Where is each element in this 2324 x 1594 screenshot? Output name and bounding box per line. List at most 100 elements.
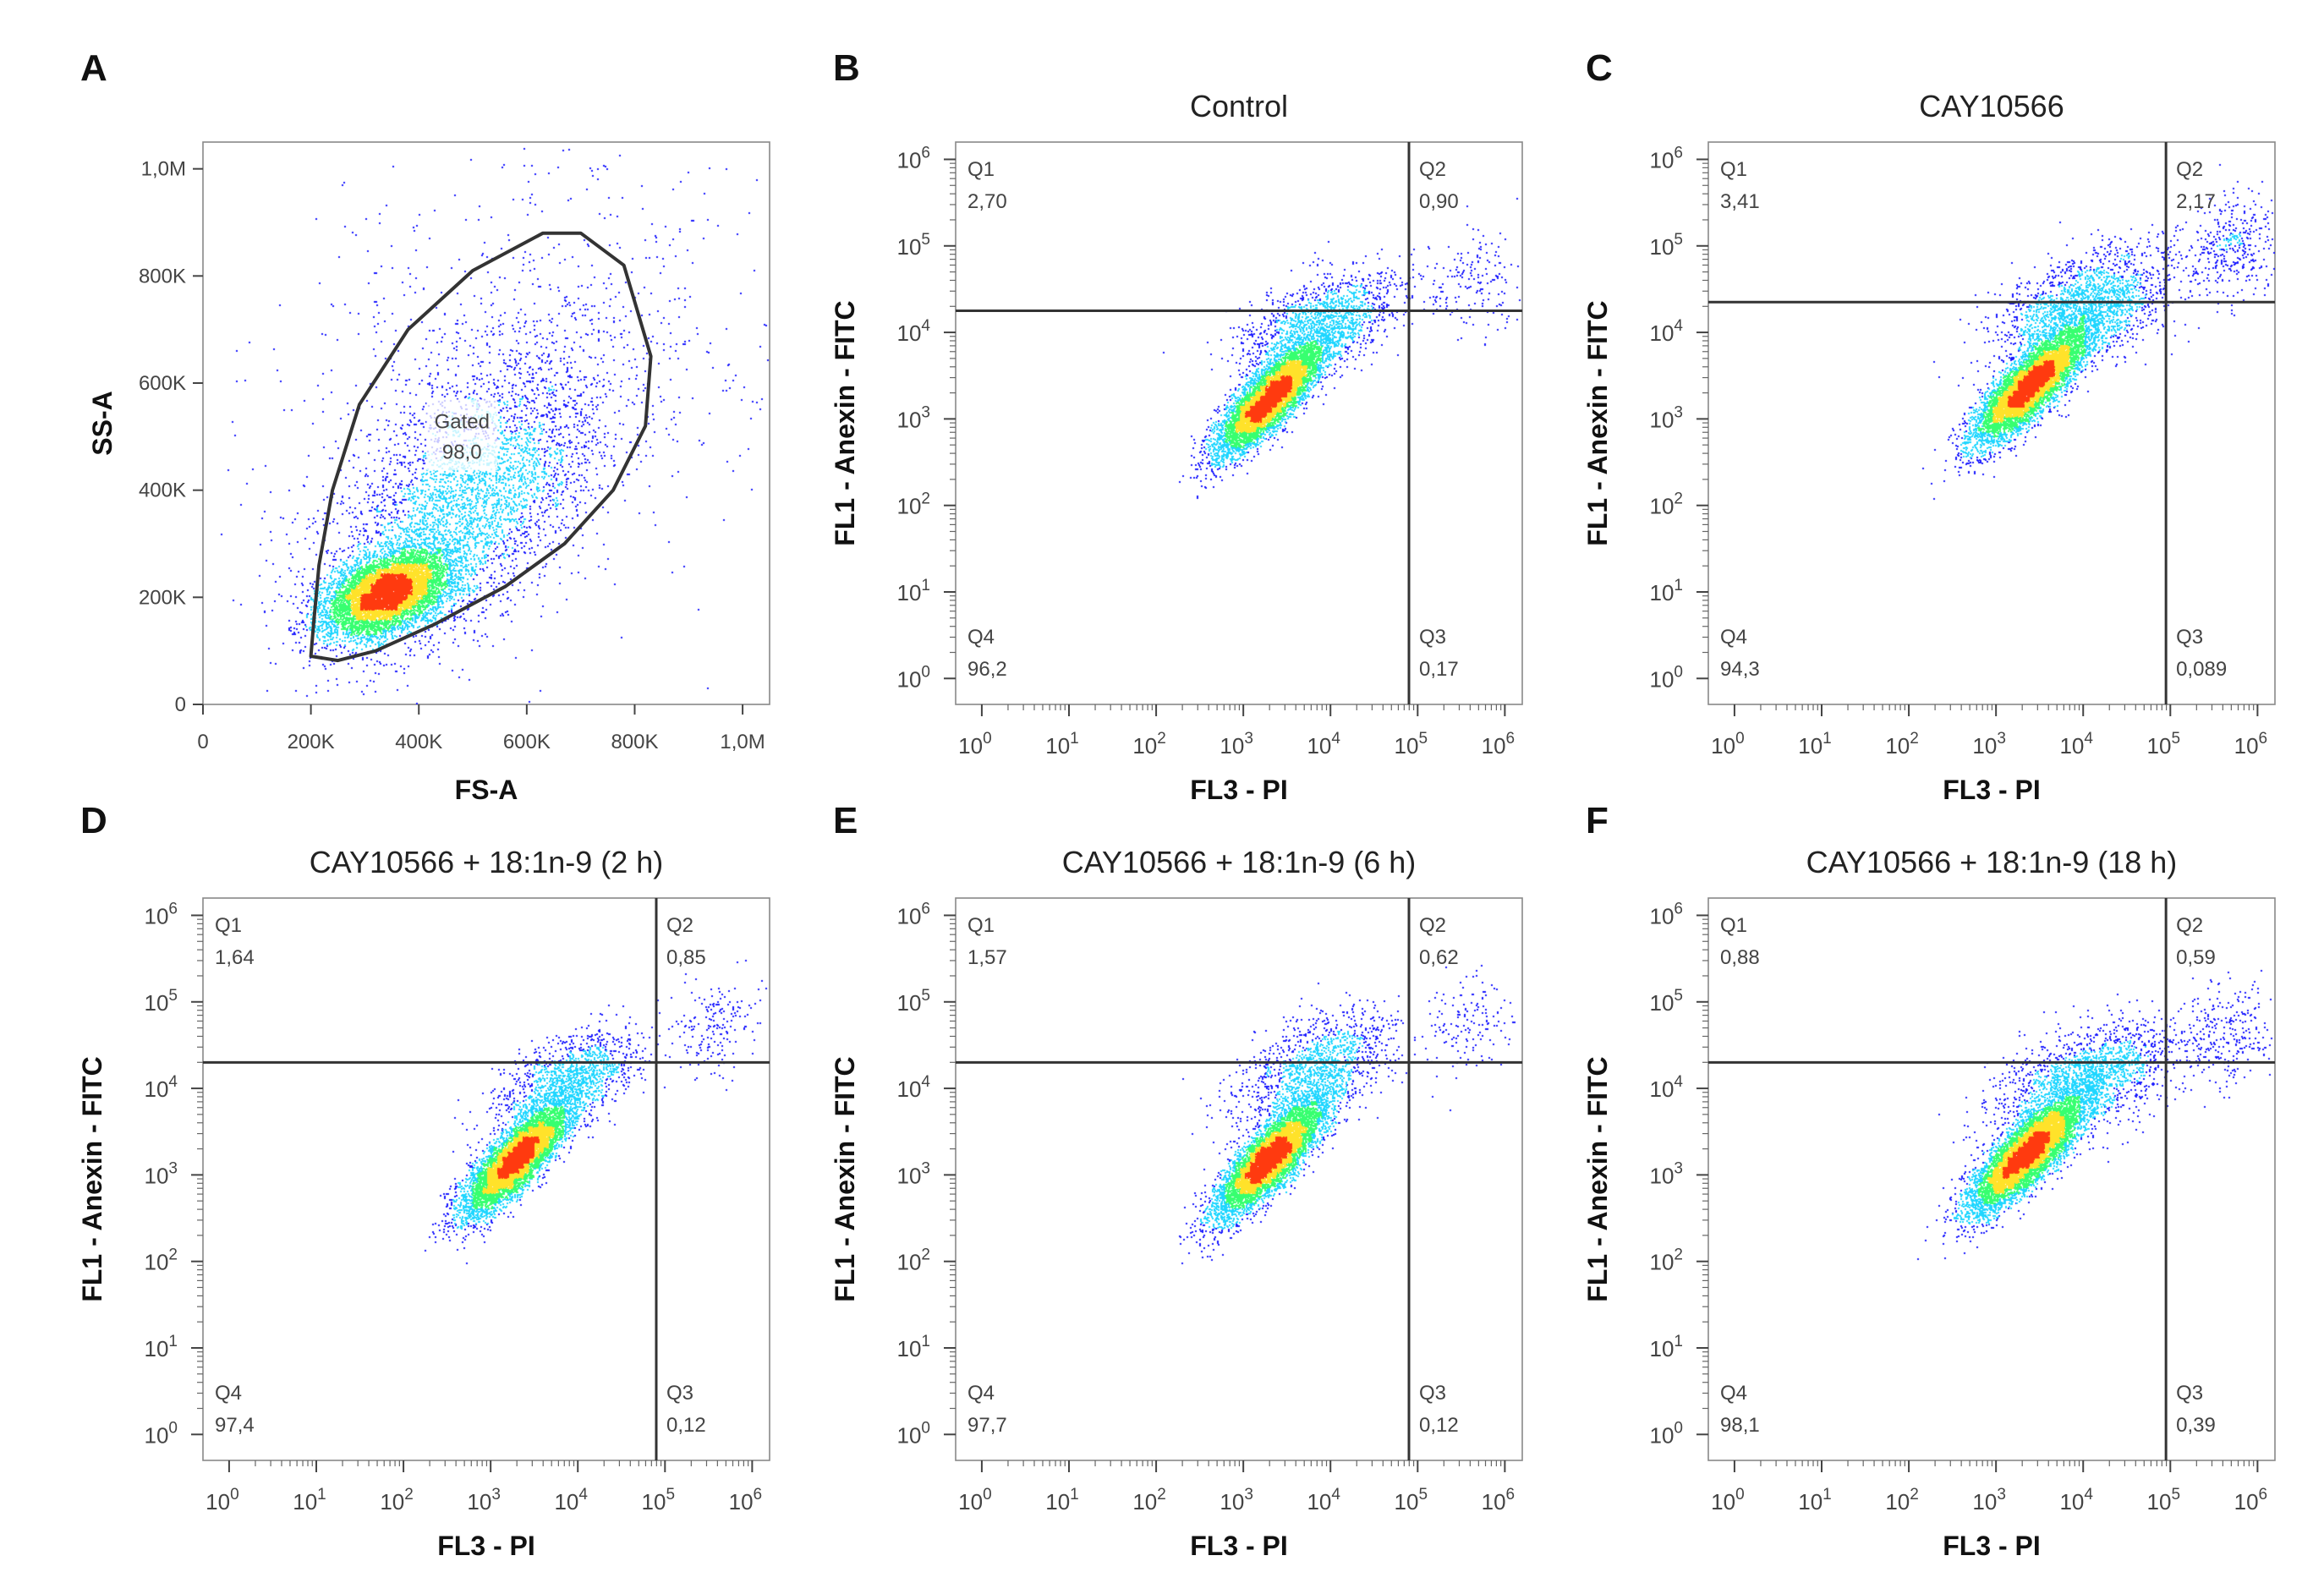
y-tick-label: 106 bbox=[897, 144, 931, 173]
y-tick-label: 102 bbox=[1650, 490, 1684, 519]
quadrant-value: 3,41 bbox=[1720, 190, 1760, 213]
y-tick-label: 105 bbox=[897, 987, 931, 1016]
axes: 0 200K 400K 600K 800K 1,0M 0 200K 400K 600K 800K 1,… bbox=[139, 158, 765, 753]
y-tick-label: 100 bbox=[1650, 663, 1684, 692]
gate-outline bbox=[309, 231, 653, 663]
y-tick-label: 101 bbox=[145, 1333, 178, 1361]
event-cloud bbox=[1708, 142, 2275, 704]
quadrant-value: 94,3 bbox=[1720, 658, 1760, 681]
y-tick-label: 102 bbox=[897, 490, 931, 519]
axes: 100 100 101 101 102 102 103 103 104 104 105 105 106 1… bbox=[1650, 144, 2268, 759]
quadrant-value: 0,39 bbox=[2176, 1414, 2216, 1437]
event-cloud bbox=[956, 898, 1522, 1460]
x-tick-label: 105 bbox=[642, 1486, 676, 1515]
y-tick-label: 400K bbox=[139, 479, 186, 502]
y-tick-label: 104 bbox=[145, 1073, 178, 1102]
quadrant-value: 1,57 bbox=[967, 946, 1007, 969]
panel-letter: A bbox=[80, 47, 107, 89]
y-tick-label: 1,0M bbox=[141, 158, 186, 181]
panel-d: D CAY10566 + 18:1n-9 (2 h) 100 100 101 101 102… bbox=[77, 800, 770, 1561]
x-tick-label: 800K bbox=[611, 731, 658, 753]
y-axis-title: FL1 - Anexin - FITC bbox=[1582, 1056, 1613, 1301]
gate-value: 98,0 bbox=[442, 441, 482, 463]
quadrant-value: 0,85 bbox=[666, 946, 706, 969]
y-tick-label: 101 bbox=[1650, 1333, 1684, 1361]
panel-letter: F bbox=[1586, 800, 1609, 841]
x-tick-label: 400K bbox=[395, 731, 442, 753]
y-tick-label: 104 bbox=[897, 1073, 931, 1102]
x-tick-label: 103 bbox=[1220, 730, 1253, 759]
quadrant-name: Q2 bbox=[2176, 158, 2203, 181]
quadrant-name: Q1 bbox=[1720, 914, 1747, 937]
panel-title: CAY10566 + 18:1n-9 (18 h) bbox=[1806, 845, 2178, 879]
quadrant-value: 0,88 bbox=[1720, 946, 1760, 969]
x-tick-label: 106 bbox=[2234, 730, 2268, 759]
panel-title: Control bbox=[1190, 89, 1288, 123]
y-tick-label: 105 bbox=[1650, 987, 1684, 1016]
x-tick-label: 106 bbox=[1482, 1486, 1516, 1515]
quadrant-value: 0,62 bbox=[1419, 946, 1459, 969]
x-tick-label: 102 bbox=[380, 1486, 414, 1515]
x-tick-label: 100 bbox=[1711, 1486, 1745, 1515]
quadrant-name: Q3 bbox=[2176, 1382, 2203, 1405]
y-tick-label: 103 bbox=[1650, 1159, 1684, 1188]
panel-title: CAY10566 + 18:1n-9 (2 h) bbox=[310, 845, 664, 879]
quadrant-name: Q4 bbox=[967, 1382, 995, 1405]
x-tick-label: 101 bbox=[1798, 1486, 1832, 1515]
x-tick-label: 103 bbox=[1972, 1486, 2006, 1515]
x-tick-label: 102 bbox=[1885, 1486, 1919, 1515]
y-axis-title: FL1 - Anexin - FITC bbox=[1582, 300, 1613, 545]
y-tick-label: 0 bbox=[175, 693, 186, 716]
y-tick-label: 106 bbox=[145, 900, 178, 928]
quadrant-value: 0,089 bbox=[2176, 658, 2227, 681]
quadrant-value: 98,1 bbox=[1720, 1414, 1760, 1437]
y-tick-label: 101 bbox=[897, 577, 931, 605]
x-tick-label: 101 bbox=[293, 1486, 326, 1515]
event-cloud bbox=[203, 898, 770, 1460]
y-axis-title: FL1 - Anexin - FITC bbox=[77, 1056, 107, 1301]
quadrant-value: 97,4 bbox=[215, 1414, 255, 1437]
y-tick-label: 100 bbox=[145, 1419, 178, 1448]
y-tick-label: 800K bbox=[139, 265, 186, 288]
quadrant-value: 0,12 bbox=[1419, 1414, 1459, 1437]
quadrant-name: Q3 bbox=[1419, 1382, 1446, 1405]
x-tick-label: 200K bbox=[288, 731, 335, 753]
panel-letter: B bbox=[833, 47, 860, 89]
quadrant-value: 96,2 bbox=[967, 658, 1007, 681]
x-tick-label: 104 bbox=[2059, 730, 2093, 759]
y-tick-label: 100 bbox=[1650, 1419, 1684, 1448]
x-tick-label: 102 bbox=[1885, 730, 1919, 759]
panel-title: CAY10566 bbox=[1919, 89, 2064, 123]
y-tick-label: 104 bbox=[1650, 1073, 1684, 1102]
quadrant-name: Q4 bbox=[967, 626, 995, 649]
panel-e: E CAY10566 + 18:1n-9 (6 h) 100 100 101 101 102… bbox=[830, 800, 1523, 1561]
panel-a: A 0 200K 400K 600K 800K 1,0M 0 200K 400K 600K 800K 1… bbox=[80, 47, 770, 805]
y-tick-label: 102 bbox=[1650, 1246, 1684, 1275]
panel-title: CAY10566 + 18:1n-9 (6 h) bbox=[1062, 845, 1417, 879]
x-tick-label: 100 bbox=[958, 730, 992, 759]
y-tick-label: 101 bbox=[1650, 577, 1684, 605]
x-tick-label: 102 bbox=[1132, 1486, 1166, 1515]
quadrant-name: Q2 bbox=[1419, 914, 1446, 937]
x-tick-label: 105 bbox=[1395, 730, 1428, 759]
y-tick-label: 200K bbox=[139, 586, 186, 609]
x-axis-title: FS-A bbox=[455, 775, 518, 805]
quadrant-value: 0,12 bbox=[666, 1414, 706, 1437]
quadrant-name: Q1 bbox=[967, 158, 995, 181]
y-tick-label: 101 bbox=[897, 1333, 931, 1361]
x-tick-label: 0 bbox=[197, 731, 208, 753]
quadrant-value: 1,64 bbox=[215, 946, 255, 969]
y-tick-label: 600K bbox=[139, 372, 186, 395]
x-tick-label: 105 bbox=[2147, 1486, 2181, 1515]
x-tick-label: 600K bbox=[503, 731, 551, 753]
y-tick-label: 104 bbox=[897, 317, 931, 346]
quadrant-value: 97,7 bbox=[967, 1414, 1007, 1437]
quadrant-name: Q4 bbox=[1720, 1382, 1747, 1405]
panel-letter: D bbox=[80, 800, 107, 841]
x-tick-label: 103 bbox=[1972, 730, 2006, 759]
panel-f: F CAY10566 + 18:1n-9 (18 h) 100 100 101 101 10… bbox=[1582, 800, 2276, 1561]
y-tick-label: 100 bbox=[897, 1419, 931, 1448]
x-axis-title: FL3 - PI bbox=[437, 1531, 535, 1561]
quadrant-name: Q2 bbox=[2176, 914, 2203, 937]
